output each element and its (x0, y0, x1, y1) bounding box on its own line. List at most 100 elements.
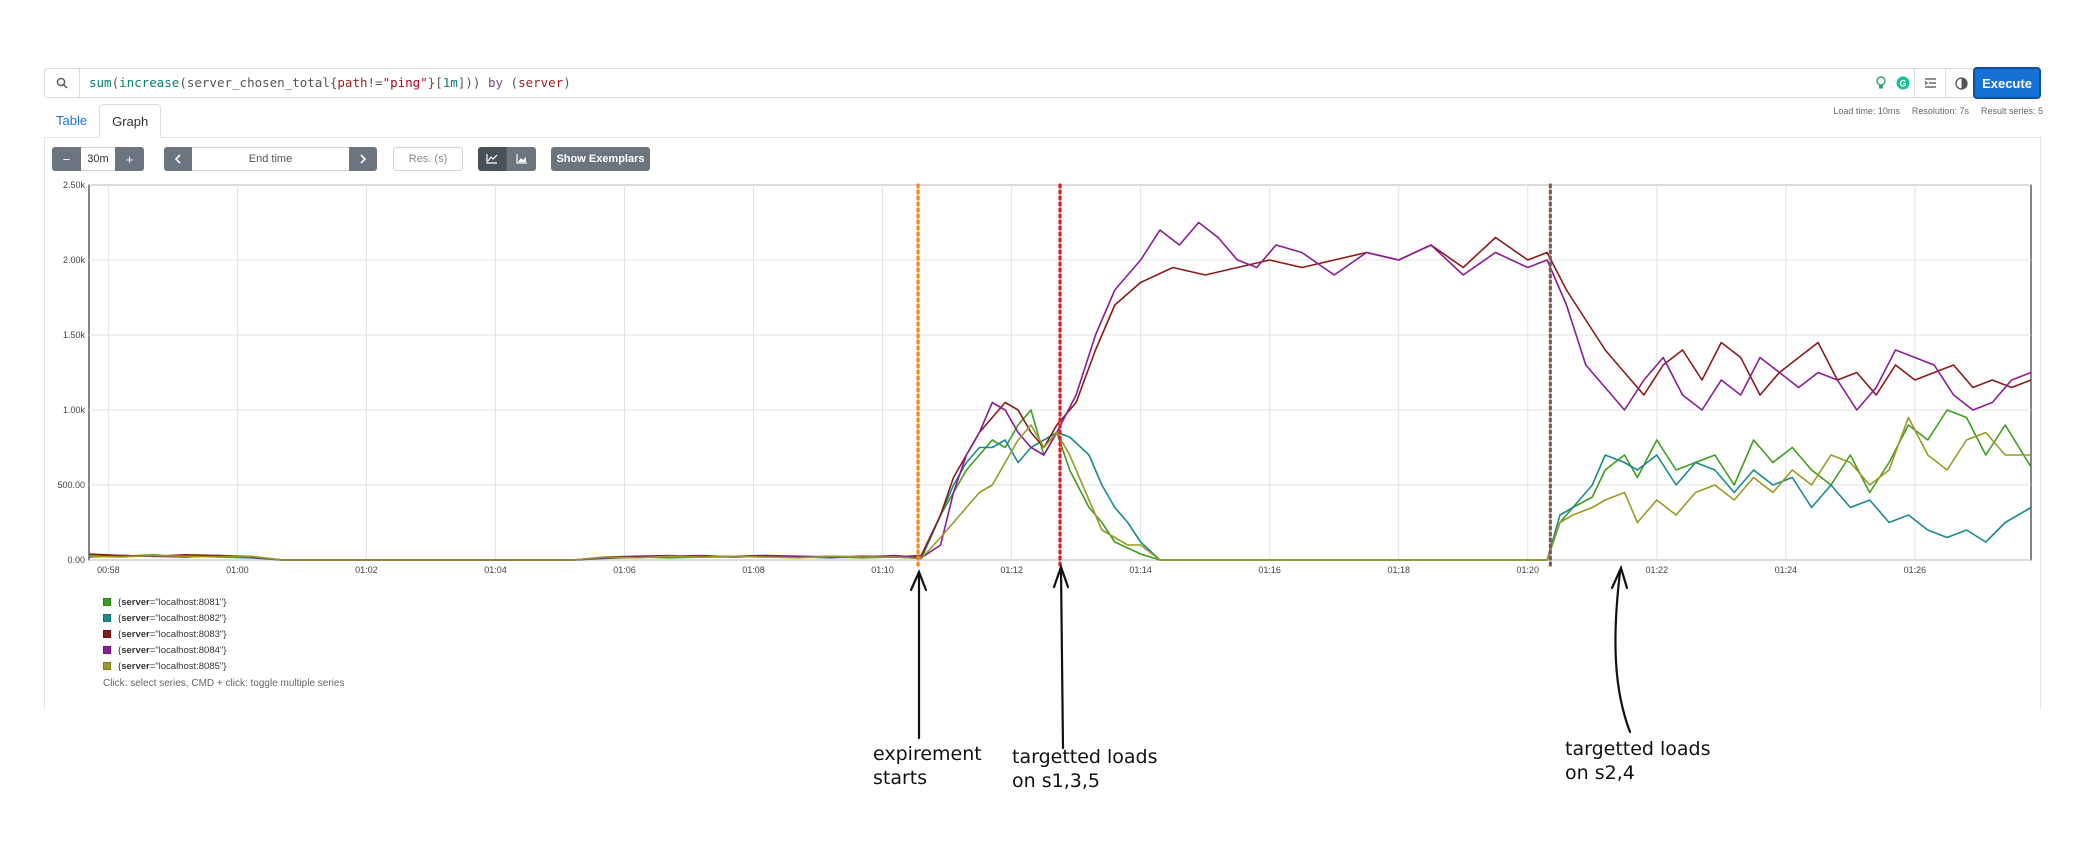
show-exemplars-button[interactable]: Show Exemplars (551, 147, 650, 171)
x-tick-label: 01:22 (1646, 565, 1669, 575)
legend-brace: { (118, 612, 122, 624)
legend-swatch (103, 646, 111, 654)
search-icon (45, 69, 80, 97)
query-token: by (487, 75, 504, 90)
x-tick-label: 01:14 (1129, 565, 1152, 575)
chart-type-toggle (478, 147, 536, 171)
lightbulb-icon[interactable] (1870, 69, 1892, 97)
legend-label-name: server (121, 628, 150, 640)
legend-swatch (103, 630, 111, 638)
query-token: server_chosen_total (186, 75, 330, 90)
x-tick-label: 01:26 (1904, 565, 1927, 575)
legend: {server ="localhost:8081"}{server ="localh… (103, 594, 226, 674)
legend-swatch (103, 598, 111, 606)
line-chart-icon (486, 154, 498, 164)
legend-item[interactable]: {server ="localhost:8083"} (103, 626, 226, 642)
x-tick-label: 01:20 (1516, 565, 1539, 575)
y-tick-label: 2.00k (63, 255, 86, 265)
tab-graph[interactable]: Graph (99, 104, 162, 138)
legend-label-value: ="localhost:8085"} (149, 660, 227, 672)
chevron-left-icon (174, 154, 181, 164)
query-token: sum (89, 75, 112, 90)
y-tick-label: 2.50k (63, 180, 86, 190)
stacked-chart-button[interactable] (507, 147, 536, 171)
x-tick-label: 01:18 (1387, 565, 1410, 575)
x-tick-label: 01:00 (226, 565, 249, 575)
result-series: Result series: 5 (1980, 106, 2043, 116)
metrics-explorer-icon[interactable] (1945, 69, 1976, 97)
legend-hint: Click: select series, CMD + click: toggl… (103, 678, 345, 689)
legend-item[interactable]: {server ="localhost:8082"} (103, 610, 226, 626)
query-token: server (518, 75, 564, 90)
query-token: ])) (457, 75, 488, 90)
legend-brace: { (118, 628, 122, 640)
x-tick-label: 01:08 (742, 565, 765, 575)
x-tick-label: 01:06 (613, 565, 636, 575)
query-token: 1m (442, 75, 458, 90)
series-line (88, 416, 2031, 561)
y-tick-label: 0.00 (67, 555, 85, 565)
x-tick-label: 01:10 (871, 565, 894, 575)
annotation-targeted-loads-s24: targetted loads on s2,4 (1565, 738, 1711, 784)
series-line (88, 409, 2032, 561)
legend-label-value: ="localhost:8081"} (149, 596, 227, 608)
query-icons: G (1870, 69, 1976, 97)
legend-brace: { (118, 644, 122, 656)
query-token: ( (111, 75, 120, 90)
legend-item[interactable]: {server ="localhost:8085"} (103, 658, 226, 674)
grammarly-icon[interactable]: G (1892, 69, 1914, 97)
graph-controls: − 30m + End time Res. (s) Show Exemplars (52, 147, 650, 171)
legend-item[interactable]: {server ="localhost:8084"} (103, 642, 226, 658)
legend-label-value: ="localhost:8083"} (149, 628, 227, 640)
decrease-range-button[interactable]: − (52, 147, 81, 171)
x-tick-label: 01:24 (1775, 565, 1798, 575)
query-bar: sum(increase(server_chosen_total{path!="… (44, 67, 2041, 99)
query-token: path (337, 75, 368, 90)
legend-label-name: server (121, 660, 150, 672)
query-token: ( (503, 75, 519, 90)
line-chart-button[interactable] (478, 147, 507, 171)
query-token: }[ (427, 75, 443, 90)
execute-button[interactable]: Execute (1973, 67, 2041, 99)
query-stats: Load time: 10ms Resolution: 7s Result se… (1833, 106, 2043, 116)
y-tick-label: 500.00 (57, 480, 85, 490)
legend-label-name: server (121, 596, 150, 608)
legend-label-name: server (121, 644, 150, 656)
x-tick-label: 01:12 (1000, 565, 1023, 575)
x-tick-label: 00:58 (97, 565, 120, 575)
query-token: != (367, 75, 383, 90)
legend-item[interactable]: {server ="localhost:8081"} (103, 594, 226, 610)
x-tick-label: 01:02 (355, 565, 378, 575)
legend-brace: { (118, 660, 122, 672)
legend-label-value: ="localhost:8084"} (149, 644, 227, 656)
view-tabs: Table Graph (44, 104, 162, 138)
next-time-button[interactable] (349, 147, 377, 171)
annotation-experiment-start: expirement starts (873, 743, 982, 789)
legend-swatch (103, 662, 111, 670)
y-tick-label: 1.50k (63, 330, 86, 340)
format-query-icon[interactable] (1914, 69, 1945, 97)
y-tick-label: 1.00k (63, 405, 86, 415)
legend-brace: { (118, 596, 122, 608)
graph-panel (44, 137, 2041, 709)
query-token: increase (119, 75, 180, 90)
end-time-input[interactable]: End time (192, 147, 349, 171)
previous-time-button[interactable] (164, 147, 192, 171)
load-time: Load time: 10ms (1833, 106, 1900, 116)
legend-label-name: server (121, 612, 150, 624)
x-tick-label: 01:04 (484, 565, 507, 575)
legend-label-value: ="localhost:8082"} (149, 612, 227, 624)
query-token: { (329, 75, 338, 90)
legend-swatch (103, 614, 111, 622)
svg-text:G: G (1899, 79, 1906, 89)
query-token: "ping" (382, 75, 428, 90)
resolution-input[interactable]: Res. (s) (393, 147, 463, 171)
range-input[interactable]: 30m (81, 147, 115, 171)
increase-range-button[interactable]: + (115, 147, 144, 171)
query-input[interactable]: sum(increase(server_chosen_total{path!="… (89, 75, 571, 90)
query-token: ) (563, 75, 571, 90)
tab-table[interactable]: Table (56, 113, 88, 128)
query-token: ( (179, 75, 187, 90)
annotation-targeted-loads-s135: targetted loads on s1,3,5 (1012, 746, 1158, 792)
